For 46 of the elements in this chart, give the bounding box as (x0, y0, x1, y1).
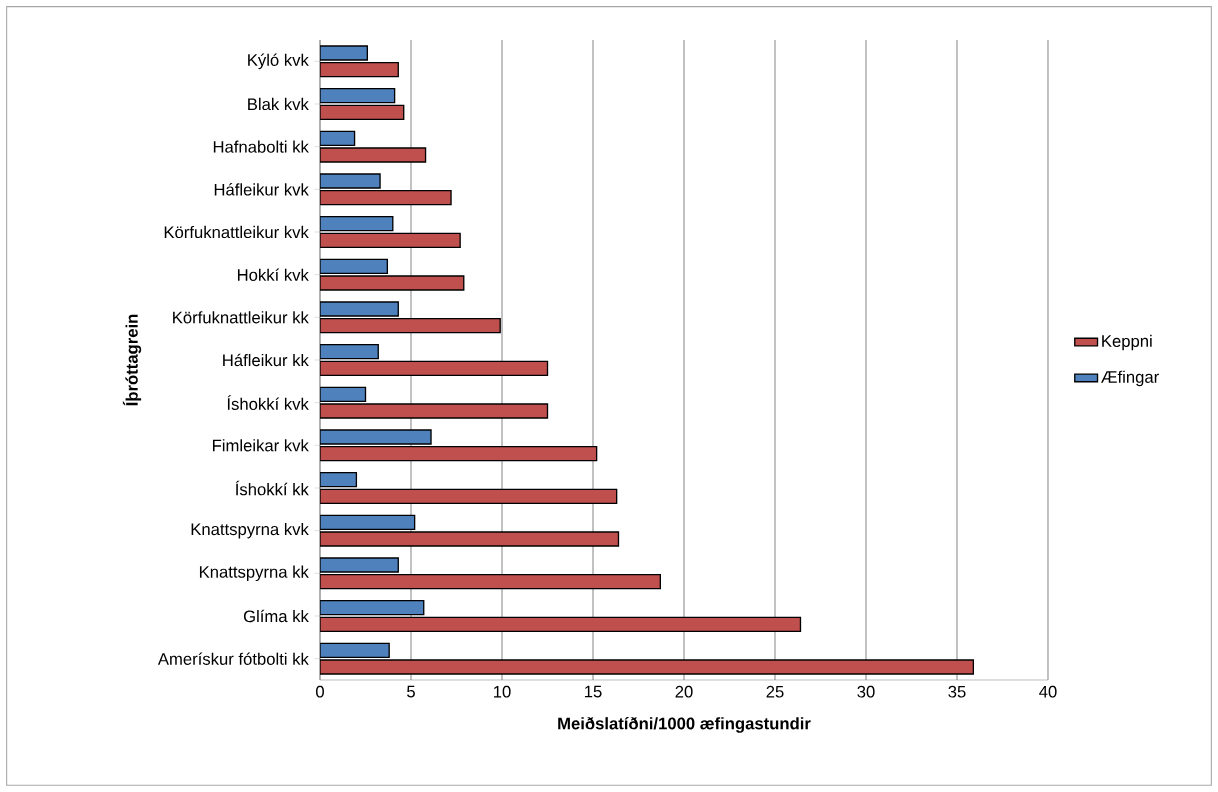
bar (320, 360, 549, 376)
bar (320, 514, 416, 530)
y-tick-label: Fimleikar kvk (212, 439, 309, 452)
x-tick-label: 0 (316, 685, 324, 698)
bar (320, 343, 379, 360)
bar (320, 642, 390, 658)
y-tick-label: Körfuknattleikur kk (173, 311, 309, 324)
bar (320, 616, 802, 632)
y-axis-title: Íþróttagrein (122, 314, 142, 406)
x-tick-label: 10 (494, 685, 511, 698)
bar (320, 62, 399, 78)
y-tick-label: Háfleikur kk (223, 353, 309, 367)
x-tick-label: 20 (675, 685, 693, 698)
y-tick-label: Körfuknattleikur kvk (164, 225, 309, 239)
legend-label: Keppni (1102, 334, 1152, 351)
x-tick-label: 40 (1039, 685, 1057, 698)
bar (320, 232, 461, 248)
x-tick-label: 15 (585, 685, 602, 698)
y-tick-label: Háfleikur kvk (214, 183, 309, 196)
bar (320, 104, 405, 120)
x-tick-label: 25 (766, 685, 784, 698)
x-axis-title: Meiðslatíðni/1000 æfingastundir (558, 716, 811, 733)
bar (320, 386, 367, 402)
x-tick-label: 35 (948, 685, 966, 698)
y-tick-label: Knattspyrna kk (199, 565, 309, 582)
y-tick-label: Íshokkí kk (235, 480, 309, 496)
y-tick-label: Íshokkí kvk (227, 395, 309, 410)
bar (320, 445, 598, 462)
x-tick-label: 5 (407, 685, 415, 698)
y-tick-label: Glíma kk (243, 609, 309, 623)
x-tick-label: 30 (857, 685, 875, 698)
bar (320, 599, 425, 616)
bar (320, 87, 396, 104)
bar (320, 488, 618, 504)
legend-label: Æfingar (1101, 370, 1159, 387)
y-tick-label: Blak kvk (248, 97, 309, 111)
bar (320, 573, 662, 590)
y-tick-label: Knattspyrna kvk (191, 522, 309, 539)
bar (320, 215, 394, 232)
y-tick-label: Kýló kvk (248, 53, 309, 70)
bar (320, 189, 452, 206)
y-tick-label: Hafnabolti kk (213, 140, 309, 153)
y-tick-label: Amerískur fótbolti kk (157, 652, 309, 665)
y-tick-label: Hokkí kvk (237, 268, 309, 281)
bar (320, 258, 389, 274)
bar (320, 317, 501, 334)
